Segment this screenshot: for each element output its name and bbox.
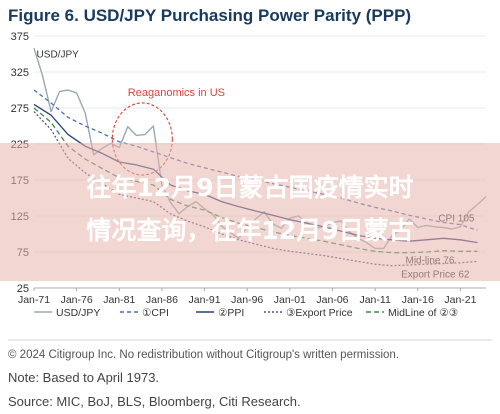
overlay-text-line2: 情况查询，往年12月9日蒙古 (86, 216, 413, 245)
x-tick-label: Jan-96 (231, 294, 263, 306)
copyright-text: © 2024 Citigroup Inc. No redistribution … (8, 349, 399, 361)
overlay-band (0, 143, 500, 281)
note-text: Note: Based to April 1973. (8, 370, 160, 385)
source-text: Source: MIC, BoJ, BLS, Bloomberg, Citi R… (8, 394, 301, 409)
y-tick-label: 275 (11, 103, 29, 115)
y-tick-label: 375 (11, 31, 29, 43)
x-tick-label: Jan-71 (18, 294, 50, 306)
legend-label-ppi: ②PPI (218, 307, 244, 319)
figure-title: Figure 6. USD/JPY Purchasing Power Parit… (8, 6, 412, 25)
legend-label-usdjpy: USD/JPY (56, 307, 100, 319)
x-tick-label: Jan-81 (103, 294, 135, 306)
series-label-usdjpy: USD/JPY (37, 50, 80, 61)
x-axis: Jan-71 Jan-76 Jan-81 Jan-86 Jan-91 Jan-96 Jan-… (18, 287, 486, 306)
legend-label-midline: MidLine of ②③ (388, 307, 459, 319)
x-tick-label: Jan-16 (402, 294, 434, 306)
legend: USD/JPY ①CPI ②PPI ③Export Price MidLine of ②… (34, 307, 459, 319)
x-tick-label: Jan-91 (189, 294, 221, 306)
y-tick-label: 325 (11, 67, 29, 79)
x-tick-label: Jan-76 (61, 294, 93, 306)
legend-label-export_price: ③Export Price (286, 307, 353, 319)
x-tick-label: Jan-01 (274, 294, 306, 306)
x-tick-label: Jan-11 (359, 294, 390, 306)
annotation-reaganomics: Reaganomics in US (128, 87, 225, 99)
y-tick-label: 25 (17, 283, 29, 295)
legend-label-cpi: ①CPI (142, 307, 169, 319)
x-tick-label: Jan-86 (146, 294, 178, 306)
x-tick-label: Jan-21 (444, 294, 476, 306)
overlay-text-line1: 往年12月9日蒙古国疫情实时 (86, 173, 413, 202)
x-tick-label: Jan-06 (316, 294, 348, 306)
